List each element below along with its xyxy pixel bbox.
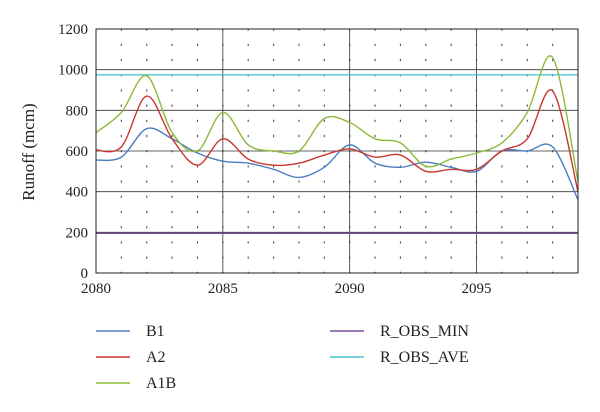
x-tick-label: 2085 [208, 281, 238, 297]
legend-label-r-obs-min: R_OBS_MIN [380, 323, 469, 340]
y-axis-title: Runoff (mcm) [19, 103, 38, 200]
y-axis: 0 200 400 600 800 1000 1200 [58, 22, 88, 282]
x-tick-label: 2080 [81, 281, 111, 297]
x-tick-label: 2090 [335, 281, 365, 297]
y-tick-label: 800 [66, 103, 89, 119]
x-tick-label: 2095 [462, 281, 492, 297]
series-line-a1b [95, 55, 579, 182]
legend: B1 A2 A1B R_OBS_MIN R_OBS_AVE [96, 323, 469, 392]
y-tick-label: 1000 [58, 63, 88, 79]
y-tick-label: 200 [66, 225, 89, 241]
y-tick-label: 0 [81, 266, 89, 282]
y-tick-label: 600 [66, 144, 89, 160]
series-lines [95, 55, 579, 234]
plot-border [95, 28, 579, 274]
y-tick-label: 1200 [58, 22, 88, 38]
legend-label-r-obs-ave: R_OBS_AVE [380, 349, 469, 366]
y-tick-label: 400 [66, 185, 89, 201]
legend-label-a1b: A1B [146, 375, 176, 392]
x-axis: 2080 2085 2090 2095 [81, 281, 492, 297]
legend-label-b1: B1 [146, 323, 165, 340]
plot-frame [95, 28, 579, 274]
series-line-a2 [95, 89, 579, 192]
legend-label-a2: A2 [146, 349, 166, 366]
